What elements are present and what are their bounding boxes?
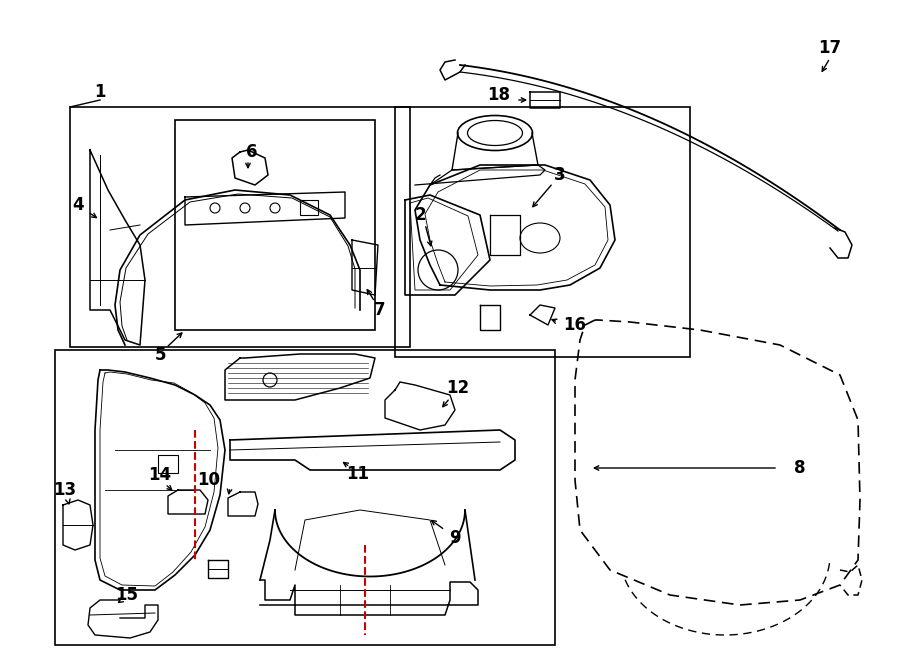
- Text: 12: 12: [446, 379, 470, 397]
- Text: 4: 4: [72, 196, 84, 214]
- Text: 2: 2: [414, 206, 426, 224]
- Bar: [70, 107, 410, 347]
- Text: 16: 16: [563, 316, 587, 334]
- Text: 15: 15: [115, 586, 139, 604]
- Bar: [395, 107, 690, 357]
- Bar: [55, 350, 555, 645]
- Text: 10: 10: [197, 471, 220, 489]
- Text: 18: 18: [487, 86, 510, 104]
- Text: 17: 17: [818, 39, 842, 57]
- Bar: [175, 120, 375, 330]
- Text: 3: 3: [554, 166, 566, 184]
- Text: 13: 13: [53, 481, 76, 499]
- Text: 8: 8: [794, 459, 806, 477]
- Bar: [300, 200, 318, 215]
- Text: 9: 9: [449, 529, 461, 547]
- Text: 11: 11: [346, 465, 370, 483]
- Text: 5: 5: [154, 346, 166, 364]
- Text: 1: 1: [94, 83, 106, 101]
- Text: 14: 14: [148, 466, 172, 484]
- Text: 6: 6: [247, 143, 257, 161]
- Bar: [158, 455, 178, 473]
- Text: 7: 7: [374, 301, 386, 319]
